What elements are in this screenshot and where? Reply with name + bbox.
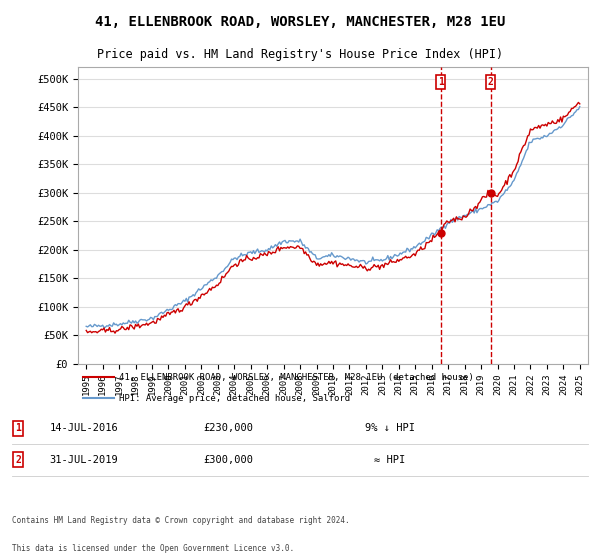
Text: 2: 2: [488, 77, 494, 87]
Text: Contains HM Land Registry data © Crown copyright and database right 2024.: Contains HM Land Registry data © Crown c…: [12, 516, 350, 525]
Text: 1: 1: [437, 77, 443, 87]
Text: 2: 2: [15, 455, 21, 465]
Text: 41, ELLENBROOK ROAD, WORSLEY, MANCHESTER, M28 1EU: 41, ELLENBROOK ROAD, WORSLEY, MANCHESTER…: [95, 15, 505, 29]
Text: £230,000: £230,000: [203, 423, 253, 433]
Text: HPI: Average price, detached house, Salford: HPI: Average price, detached house, Salf…: [119, 394, 350, 403]
Text: ≈ HPI: ≈ HPI: [374, 455, 406, 465]
Text: Price paid vs. HM Land Registry's House Price Index (HPI): Price paid vs. HM Land Registry's House …: [97, 48, 503, 62]
Text: This data is licensed under the Open Government Licence v3.0.: This data is licensed under the Open Gov…: [12, 544, 294, 553]
Text: 41, ELLENBROOK ROAD, WORSLEY, MANCHESTER, M28 1EU (detached house): 41, ELLENBROOK ROAD, WORSLEY, MANCHESTER…: [119, 373, 473, 382]
Text: £300,000: £300,000: [203, 455, 253, 465]
Text: 14-JUL-2016: 14-JUL-2016: [50, 423, 118, 433]
Text: 9% ↓ HPI: 9% ↓ HPI: [365, 423, 415, 433]
Text: 1: 1: [15, 423, 21, 433]
Text: 31-JUL-2019: 31-JUL-2019: [50, 455, 118, 465]
